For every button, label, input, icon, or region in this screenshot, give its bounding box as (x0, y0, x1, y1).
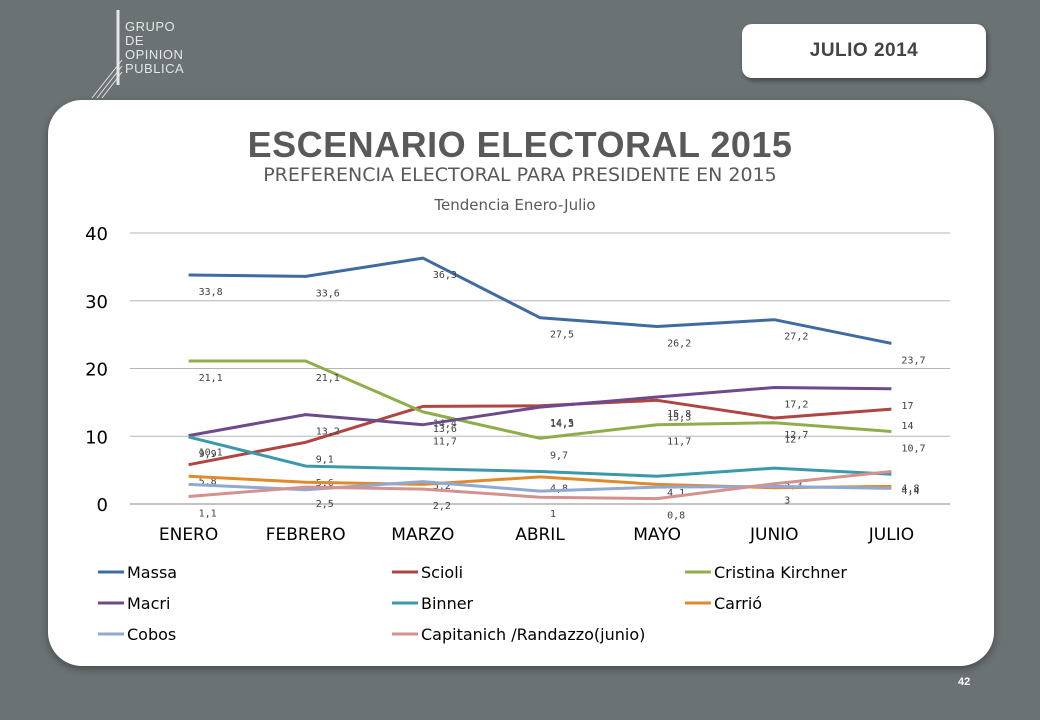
data-label: 12 (784, 435, 796, 446)
data-label: 5,2 (433, 481, 451, 492)
data-label: 26,2 (667, 338, 691, 349)
data-label: 10,1 (199, 448, 223, 459)
logo-line: PUBLICA (125, 61, 185, 76)
legend-label: Massa (127, 563, 177, 582)
data-label: 23,7 (901, 355, 925, 366)
logo-line: DE (125, 33, 145, 48)
data-label: 4,4 (901, 486, 919, 497)
data-label: 4,8 (901, 483, 919, 494)
data-label: 4,1 (667, 488, 685, 499)
data-label: 11,7 (433, 437, 457, 448)
logo-line: OPINION (125, 47, 184, 62)
data-label: 14 (901, 421, 913, 432)
data-label: 21,1 (316, 373, 340, 384)
data-label: 14,3 (550, 419, 574, 430)
data-label: 13,6 (433, 424, 457, 435)
logo-text: GRUPO DE OPINION PUBLICA (125, 20, 184, 76)
data-label: 9,9 (199, 449, 217, 460)
data-label: 11,7 (667, 437, 691, 448)
y-tick-label: 20 (85, 360, 108, 381)
x-tick-label: JULIO (868, 525, 914, 545)
y-tick-label: 30 (85, 292, 108, 313)
series-line (188, 386, 892, 438)
series-line (188, 256, 892, 345)
page-number: 42 (958, 676, 971, 688)
data-label: 1,1 (199, 509, 217, 520)
legend-label: Binner (421, 594, 474, 613)
data-label: 12,7 (784, 430, 808, 441)
data-label: 15,8 (667, 409, 691, 420)
logo-line: GRUPO (125, 19, 176, 34)
data-label: 0,8 (667, 511, 685, 522)
x-tick-label: MAYO (633, 525, 681, 545)
data-label: 36,3 (433, 270, 457, 281)
chart-subtitle: PREFERENCIA ELECTORAL PARA PRESIDENTE EN… (263, 164, 777, 186)
logo-icon (91, 10, 123, 99)
data-label: 33,8 (199, 287, 223, 298)
content-panel (48, 100, 994, 666)
data-label: 17 (901, 401, 913, 412)
data-label: 15,3 (667, 412, 691, 423)
date-badge: JULIO 2014 (742, 24, 986, 78)
data-label: 21,1 (199, 373, 223, 384)
x-tick-label: ENERO (159, 525, 218, 545)
data-label: 33,6 (316, 288, 340, 299)
legend-label: Carrió (714, 594, 762, 613)
legend-label: Cobos (127, 625, 176, 644)
data-label: 1 (550, 509, 556, 520)
data-label: 13,2 (316, 427, 340, 438)
data-label: 2,5 (316, 499, 334, 510)
series-line (188, 480, 892, 493)
series-line (188, 470, 892, 501)
x-tick-label: MARZO (391, 525, 454, 545)
data-label: 17,2 (784, 399, 808, 410)
chart-subtitle-period: Tendencia Enero-Julio (434, 196, 596, 214)
legend-label: Macri (127, 594, 170, 613)
legend-label: Capitanich /Randazzo(junio) (421, 625, 645, 644)
data-label: 9,1 (316, 454, 334, 465)
data-label: 27,2 (784, 332, 808, 343)
data-label: 14,4 (433, 418, 457, 429)
data-label: 9,7 (550, 450, 568, 461)
data-label: 3 (784, 496, 790, 507)
series-line (188, 435, 892, 478)
data-label: 14,5 (550, 418, 574, 429)
series-line (188, 359, 892, 440)
legend-label: Cristina Kirchner (714, 563, 847, 582)
data-label: 27,5 (550, 330, 574, 341)
data-label: 10,7 (901, 444, 925, 455)
y-tick-label: 0 (97, 495, 108, 516)
x-tick-label: JUNIO (749, 525, 799, 545)
data-label: 5,8 (199, 477, 217, 488)
data-label: 2,2 (433, 501, 451, 512)
legend-label: Scioli (421, 563, 463, 582)
x-tick-label: ABRIL (515, 525, 565, 545)
chart-title: ESCENARIO ELECTORAL 2015 (247, 124, 793, 165)
x-tick-label: FEBRERO (266, 525, 346, 545)
y-tick-label: 10 (85, 427, 108, 448)
y-tick-label: 40 (85, 224, 108, 245)
